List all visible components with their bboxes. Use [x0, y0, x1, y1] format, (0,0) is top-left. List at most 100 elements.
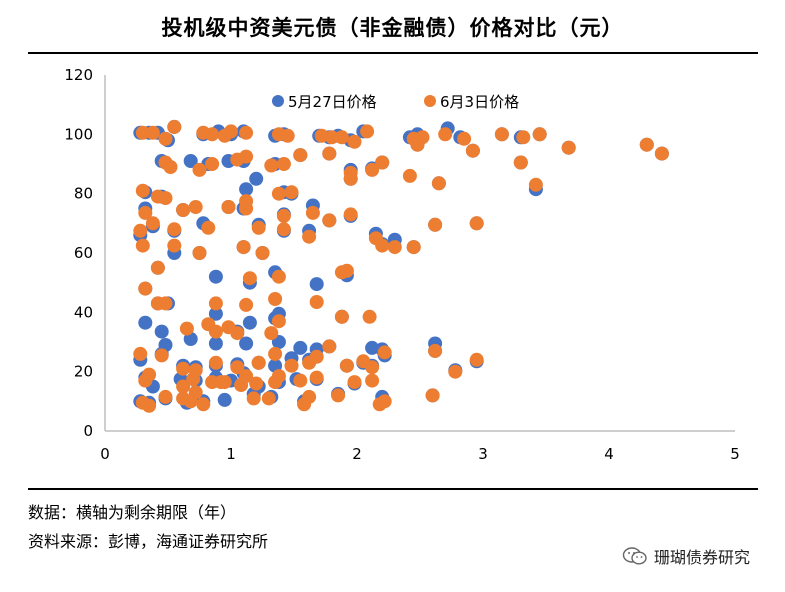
point-6-3 [133, 346, 148, 361]
watermark-text: 珊瑚债券研究 [654, 548, 751, 567]
point-6-3 [343, 171, 358, 186]
x-tick-label: 5 [730, 445, 740, 463]
point-6-3 [158, 191, 173, 206]
point-6-3 [142, 398, 157, 413]
point-6-3 [302, 229, 317, 244]
point-6-3 [271, 269, 286, 284]
point-6-3 [284, 358, 299, 373]
point-6-3 [192, 162, 207, 177]
note-data: 数据：横轴为剩余期限（年） [28, 503, 237, 522]
point-6-3 [331, 388, 346, 403]
point-6-3 [309, 349, 324, 364]
point-6-3 [138, 205, 153, 220]
point-6-3 [176, 379, 191, 394]
point-6-3 [201, 220, 216, 235]
y-tick-label: 40 [74, 303, 93, 321]
point-6-3 [205, 157, 220, 171]
point-6-3 [406, 240, 421, 255]
point-6-3 [176, 361, 191, 376]
point-6-3 [654, 146, 669, 161]
legend-marker [272, 95, 284, 107]
point-6-3 [561, 140, 576, 155]
point-6-3 [347, 375, 362, 390]
point-6-3 [528, 177, 543, 192]
point-6-3 [322, 213, 337, 228]
point-6-3 [280, 128, 295, 143]
point-6-3 [251, 355, 266, 370]
x-tick-label: 1 [226, 445, 236, 463]
point-6-3 [179, 321, 194, 336]
point-6-3 [334, 130, 349, 145]
point-5-27 [293, 340, 308, 355]
point-5-27 [154, 324, 169, 339]
point-5-27 [138, 315, 153, 330]
point-6-3 [309, 370, 324, 385]
point-6-3 [167, 238, 182, 253]
point-6-3 [387, 240, 402, 255]
point-6-3 [365, 373, 380, 388]
x-tick-label: 4 [604, 445, 614, 463]
point-6-3 [158, 296, 173, 311]
point-6-3 [431, 176, 446, 191]
point-5-27 [242, 315, 257, 330]
point-6-3 [186, 372, 201, 387]
point-6-3 [251, 220, 266, 235]
point-5-27 [217, 392, 232, 407]
point-6-3 [167, 222, 182, 237]
point-6-3 [513, 155, 528, 170]
point-6-3 [208, 355, 223, 370]
point-6-3 [242, 271, 257, 286]
point-6-3 [205, 127, 220, 142]
point-5-27 [239, 336, 254, 351]
point-6-3 [469, 216, 484, 231]
point-6-3 [516, 130, 531, 145]
point-6-3 [208, 324, 223, 339]
y-tick-label: 100 [64, 125, 93, 143]
point-6-3 [255, 246, 270, 260]
point-6-3 [324, 130, 339, 145]
point-6-3 [192, 246, 207, 260]
point-5-27 [239, 182, 254, 197]
point-6-3 [158, 389, 173, 404]
point-6-3 [213, 375, 228, 390]
point-6-3 [494, 127, 509, 142]
point-6-3 [639, 137, 654, 152]
series-6-3-points [133, 119, 669, 413]
wechat-icon [622, 547, 647, 565]
y-tick-label: 60 [74, 244, 93, 262]
chart-title: 投机级中资美元债（非金融债）价格对比（元） [161, 16, 624, 40]
point-6-3 [236, 240, 251, 255]
point-6-3 [135, 238, 150, 253]
notes: 数据：横轴为剩余期限（年） 资料来源：彭博，海通证券研究所 [28, 498, 268, 556]
point-6-3 [230, 360, 245, 375]
legend: 5月27日价格 6月3日价格 [272, 93, 519, 111]
point-6-3 [142, 367, 157, 382]
legend-label: 6月3日价格 [440, 93, 519, 111]
point-6-3 [249, 376, 264, 391]
point-6-3 [365, 162, 380, 177]
point-6-3 [246, 391, 261, 406]
point-6-3 [261, 391, 276, 406]
y-tick-label: 80 [74, 185, 93, 203]
point-6-3 [239, 125, 254, 140]
x-tick-label: 3 [478, 445, 488, 463]
point-6-3 [302, 389, 317, 404]
point-6-3 [448, 364, 463, 379]
point-6-3 [268, 292, 283, 306]
point-6-3 [208, 296, 223, 311]
point-6-3 [293, 373, 308, 388]
point-6-3 [271, 186, 286, 201]
point-6-3 [402, 168, 417, 183]
point-6-3 [334, 309, 349, 324]
point-6-3 [339, 358, 354, 373]
point-6-3 [375, 155, 390, 170]
point-6-3 [360, 124, 375, 139]
point-6-3 [145, 216, 160, 231]
point-6-3 [284, 185, 299, 200]
point-6-3 [375, 238, 390, 253]
point-6-3 [271, 369, 286, 384]
point-6-3 [428, 217, 443, 232]
x-tick-label: 0 [100, 445, 110, 463]
point-6-3 [377, 394, 392, 409]
point-6-3 [264, 326, 279, 341]
